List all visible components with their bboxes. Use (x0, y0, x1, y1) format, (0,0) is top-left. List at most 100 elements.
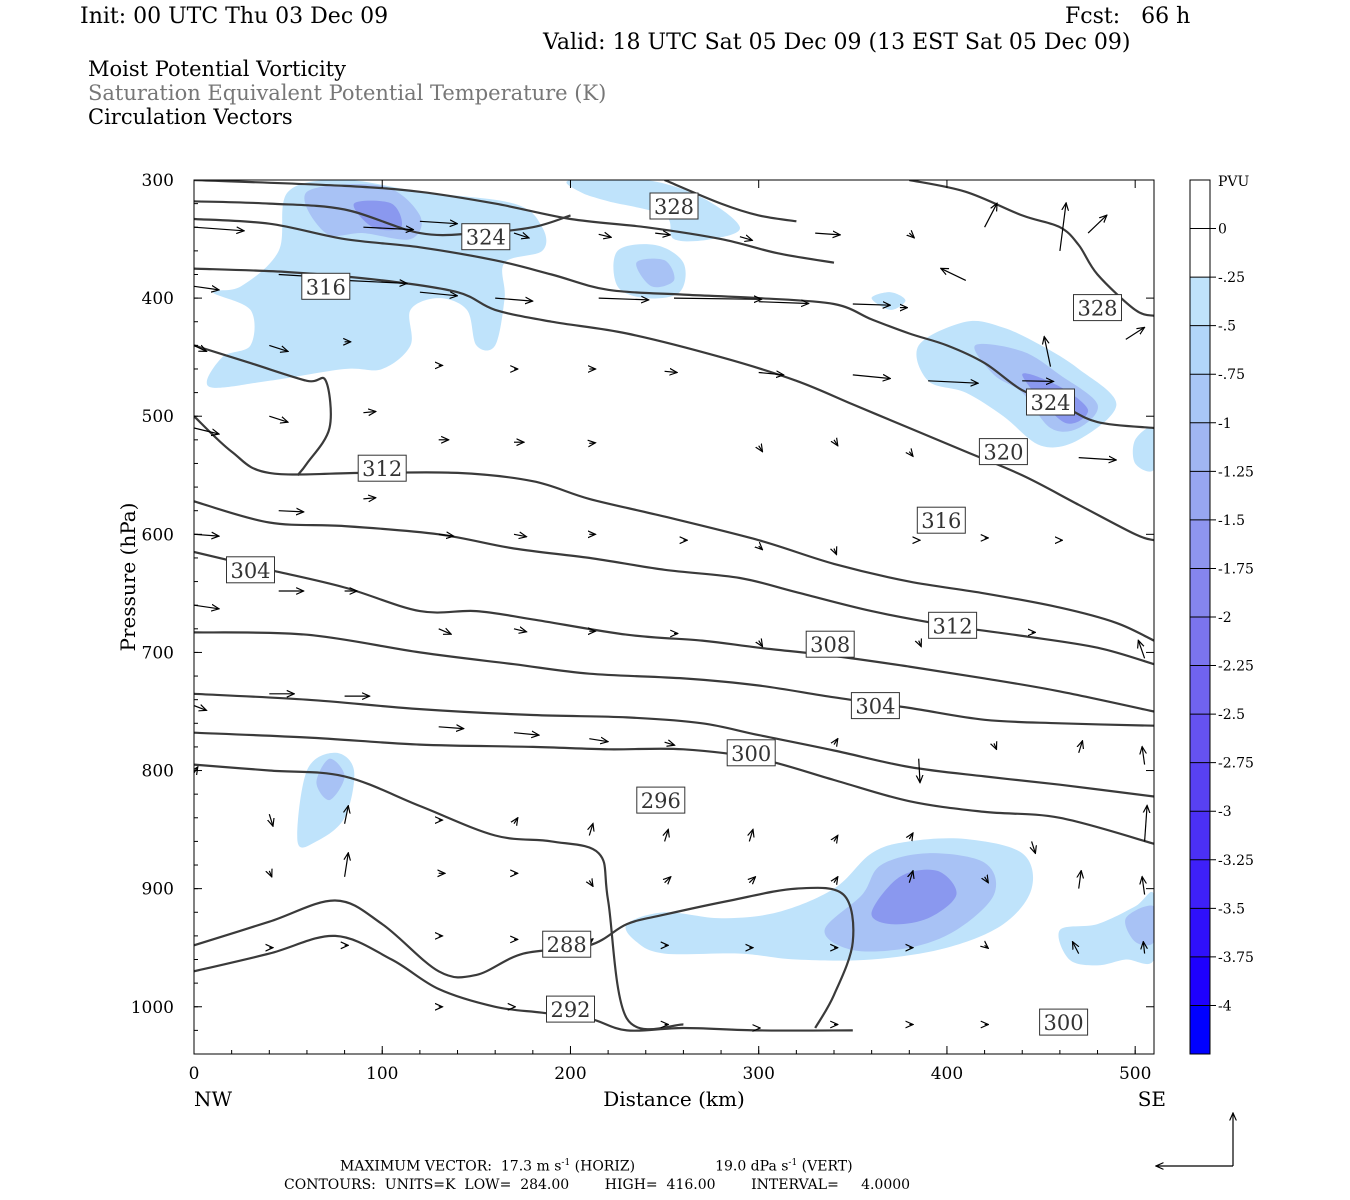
valid-time: Valid: 18 UTC Sat 05 Dec 09 (13 EST Sat … (543, 30, 1131, 55)
circulation-vector (834, 835, 838, 841)
contour-label-text: 324 (466, 226, 506, 250)
contour-label-text: 312 (362, 457, 402, 481)
circulation-vector (345, 806, 349, 824)
pv-region (1125, 905, 1154, 946)
x-axis-label: Distance (km) (603, 1087, 745, 1111)
colorbar-cell (1190, 180, 1210, 229)
circulation-vector (739, 237, 753, 241)
circulation-vector (941, 268, 967, 281)
circulation-vector (759, 446, 763, 452)
contour-label: 304 (226, 556, 275, 584)
contour-label-box (916, 506, 966, 534)
circulation-vector (664, 742, 675, 745)
pv-region (353, 200, 403, 231)
colorbar: PVU 0 -.25 -.5 -.75 -1 -1.25 -1.5 -1.75 -2 -2.25 -2… (1189, 174, 1254, 1055)
circulation-vector (1079, 871, 1082, 889)
colorbar-cell (1190, 811, 1210, 861)
colorbar-label: -1.5 (1218, 513, 1245, 529)
circulation-vector (673, 298, 762, 299)
colorbar-label: 0 (1218, 222, 1227, 238)
circulation-vector (909, 452, 913, 457)
contour-label: 312 (357, 454, 407, 482)
circulation-vector (513, 534, 527, 536)
theta-es-contour-300 (194, 731, 1154, 845)
circulation-vector (1059, 203, 1066, 251)
contour-label-text: 304 (230, 559, 270, 583)
circulation-vector (513, 233, 529, 238)
circulation-vector (984, 203, 998, 228)
circulation-vector (834, 549, 837, 555)
contour-label-box (928, 611, 978, 639)
circulation-vector (269, 344, 288, 351)
x-tick-label: 200 (554, 1064, 586, 1084)
contour-label-text: 288 (547, 933, 587, 957)
colorbar-unit: PVU (1218, 174, 1250, 190)
contour-label-box (542, 930, 592, 958)
colorbar-cell (1190, 956, 1210, 1006)
contour-label: 316 (916, 506, 966, 534)
contour-label-text: 320 (983, 441, 1023, 465)
colorbar-label: -3.25 (1218, 853, 1254, 869)
theta-es-contour-288 (194, 934, 853, 1032)
theta-es-contour-316 (194, 500, 1154, 666)
circulation-vector (589, 824, 593, 836)
init-time: Init: 00 UTC Thu 03 Dec 09 (80, 4, 389, 29)
theta-es-contour-320 (194, 415, 1154, 642)
contour-label-box (850, 692, 900, 720)
circulation-vector (194, 286, 219, 290)
circulation-vector (928, 381, 978, 383)
x-tick-label: 500 (1119, 1064, 1151, 1084)
circulation-vector (919, 758, 920, 783)
contour-label-text: 328 (1077, 297, 1117, 321)
x-tick-label: 400 (931, 1064, 963, 1084)
colorbar-label: -3.5 (1218, 901, 1245, 917)
x-tick-label: 100 (366, 1064, 398, 1084)
circulation-vector (815, 233, 840, 235)
unit-superscript: -1 (561, 1158, 571, 1168)
pv-region (871, 869, 957, 925)
contour-label: 324 (1026, 388, 1075, 416)
theta-es-contour-304 (194, 692, 1154, 798)
vert-tag: (VERT) (797, 1158, 853, 1175)
circulation-vector (598, 298, 649, 300)
contour-label-text: 300 (731, 742, 771, 766)
x-end-label-se: SE (1138, 1087, 1166, 1111)
field-label-mpv: Moist Potential Vorticity (88, 57, 346, 81)
circulation-vector (665, 877, 671, 883)
field-label-theta-es: Saturation Equivalent Potential Temperat… (88, 81, 607, 105)
circulation-vector (419, 221, 458, 223)
contour-label: 328 (1073, 294, 1122, 322)
colorbar-label: -3 (1218, 804, 1232, 820)
colorbar-label: -.5 (1218, 319, 1236, 335)
contour-label-text: 304 (855, 695, 895, 719)
circulation-vector (513, 629, 527, 632)
theta-es-contour-328 (194, 217, 1154, 430)
contour-label-box (805, 630, 855, 658)
colorbar-label: -1.25 (1218, 464, 1254, 480)
circulation-vector (759, 546, 763, 550)
circulation-vector (985, 877, 989, 883)
circulation-vector (909, 833, 913, 839)
contour-label-box (1026, 388, 1075, 416)
max-vector-vert: 19.0 dPa s (715, 1158, 789, 1175)
circulation-vector (1044, 337, 1052, 367)
theta-es-contour-332 (194, 200, 571, 237)
pv-shading-layer (206, 180, 1154, 966)
x-end-label-nw: NW (194, 1087, 233, 1111)
colorbar-cell (1190, 762, 1210, 812)
circulation-vector (834, 739, 838, 745)
colorbar-label: -.75 (1218, 367, 1245, 383)
reference-vector-icon (1156, 1113, 1233, 1166)
circulation-vector-layer (194, 203, 1147, 1028)
x-tick-label: 0 (189, 1064, 200, 1084)
circulation-vector (363, 227, 413, 229)
circulation-vector (438, 629, 452, 634)
circulation-vector (194, 227, 244, 231)
circulation-vector (438, 534, 454, 536)
colorbar-label: -2 (1218, 610, 1232, 626)
circulation-vector (1142, 747, 1145, 765)
field-label-vectors: Circulation Vectors (88, 105, 293, 129)
circulation-vector (589, 739, 608, 742)
colorbar-cell (1190, 519, 1210, 569)
